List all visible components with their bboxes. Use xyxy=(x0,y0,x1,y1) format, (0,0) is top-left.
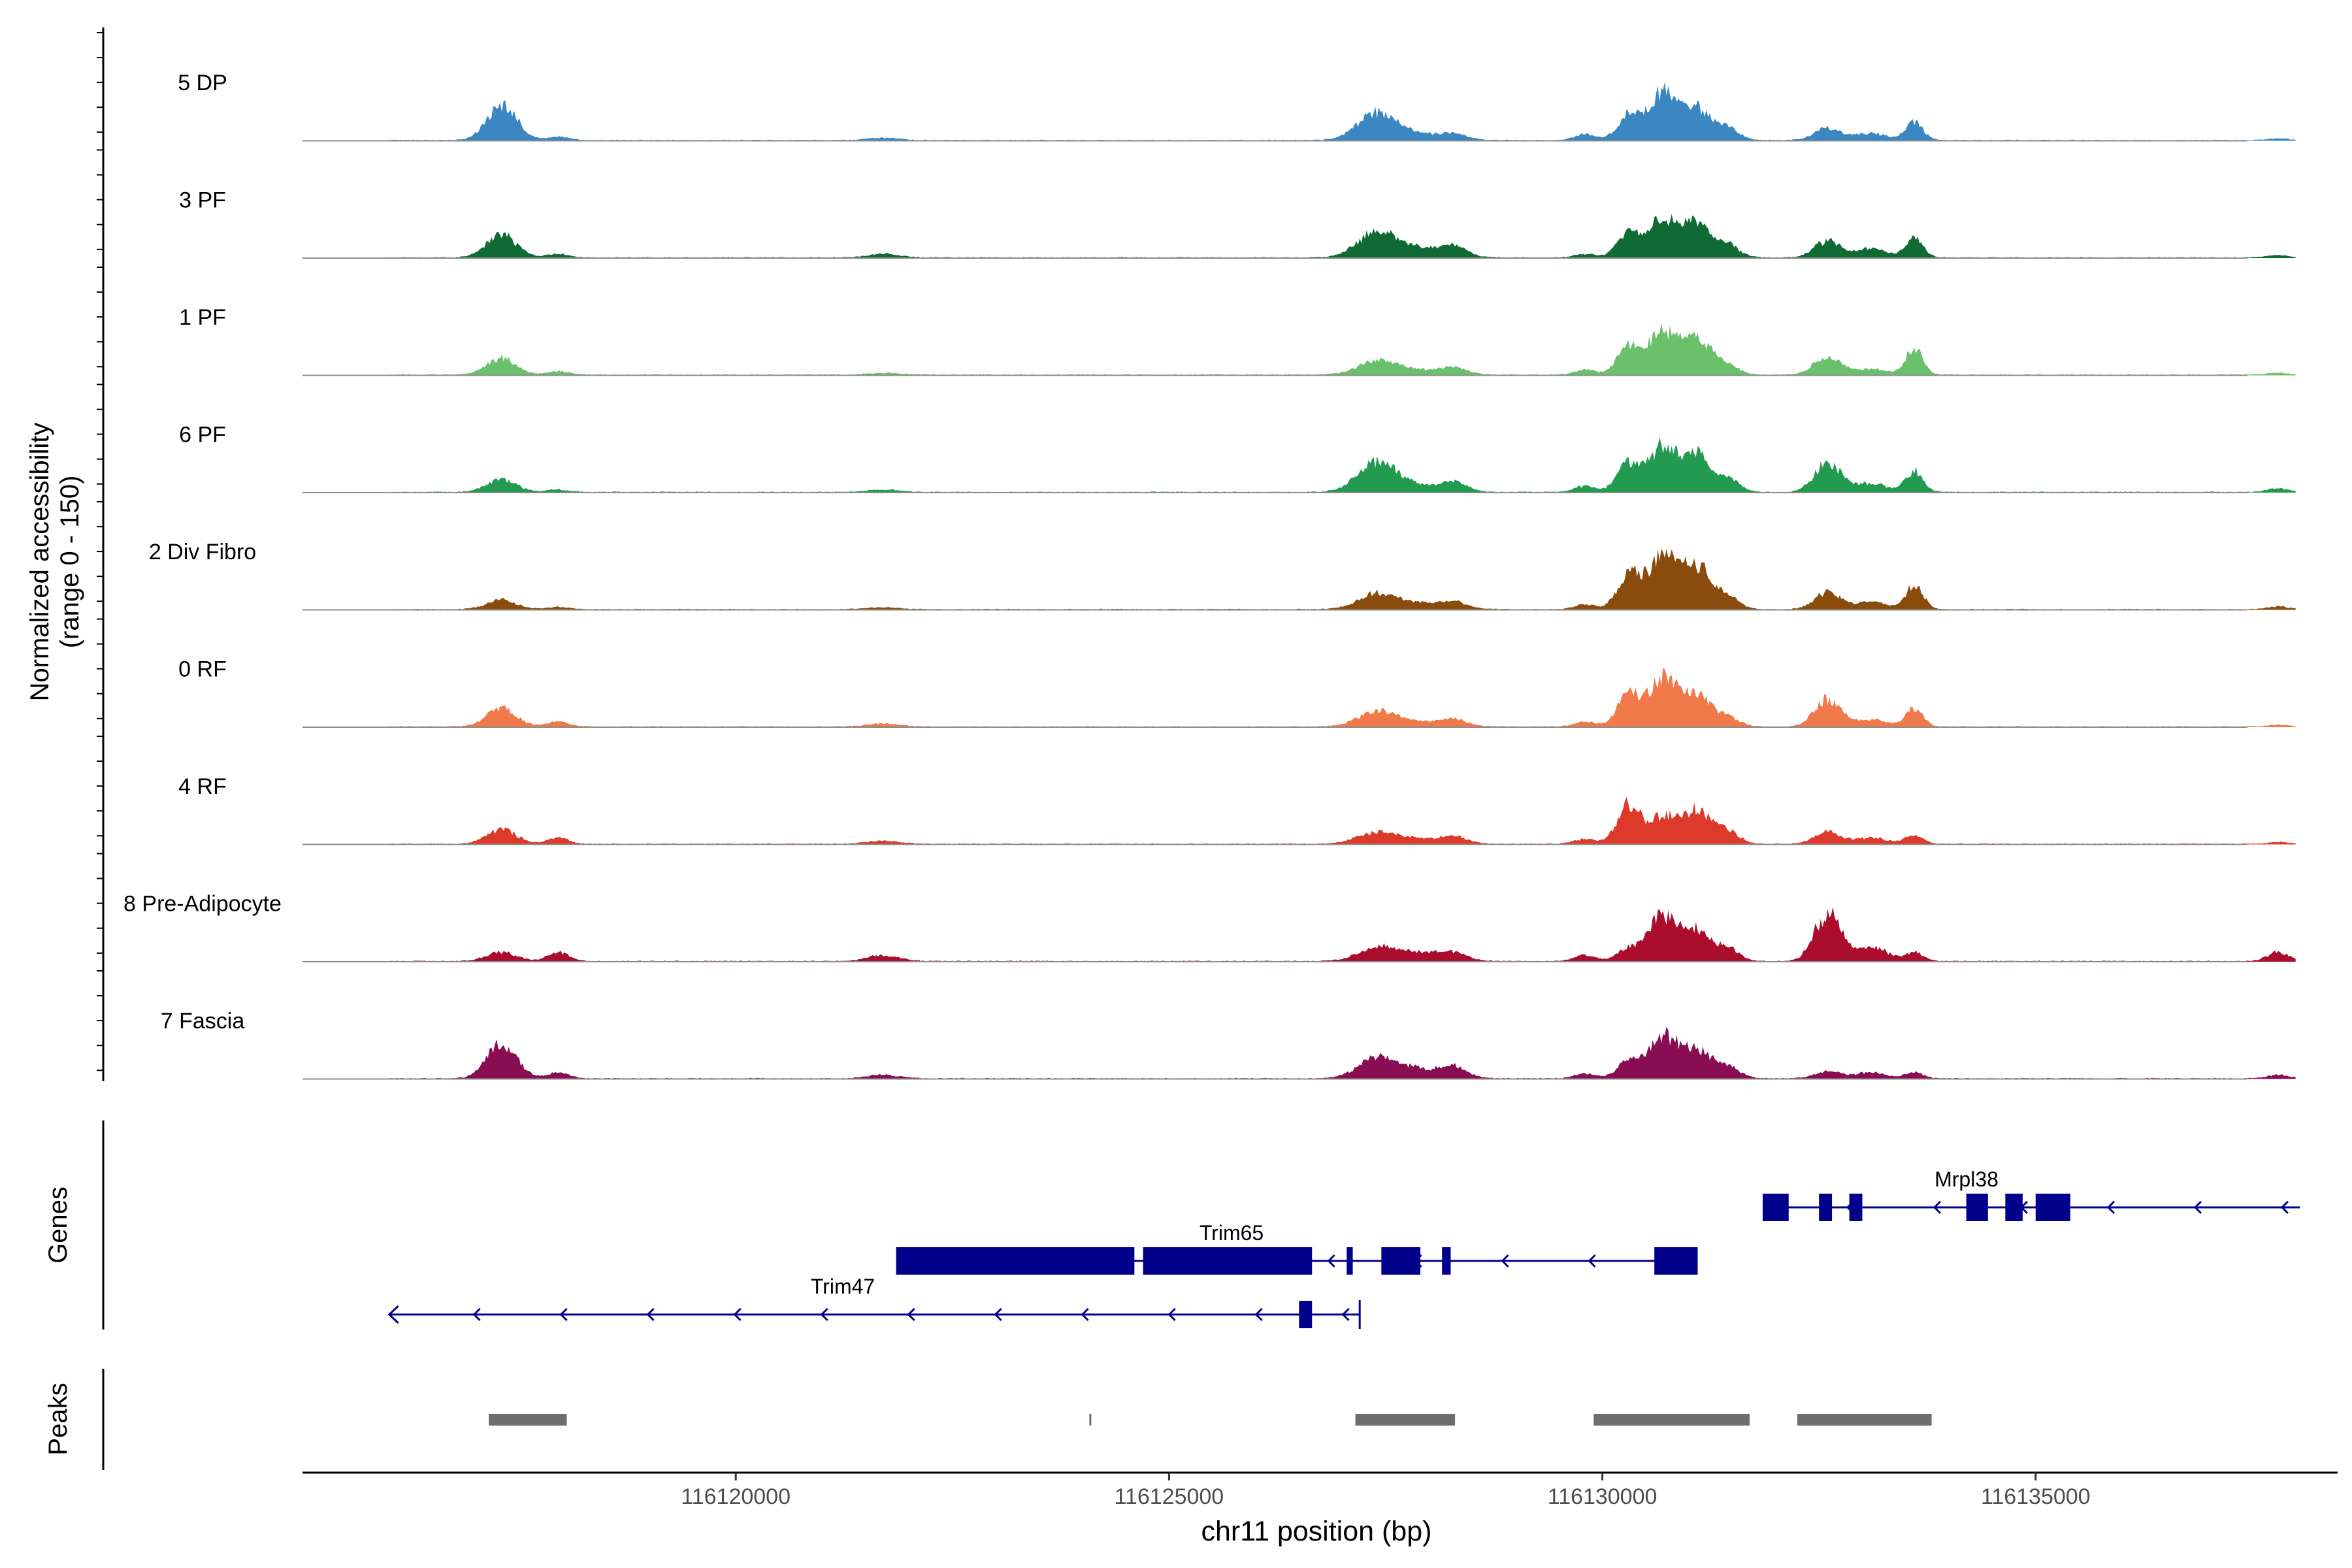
gene-label-0: Mrpl38 xyxy=(1935,1168,1999,1191)
coverage-tracks xyxy=(302,82,2296,1080)
coverage-area-6 xyxy=(389,797,2296,845)
exon-2-0 xyxy=(1299,1301,1313,1328)
strand-arrow-1 xyxy=(1327,1254,1335,1268)
track-label-7: 8 Pre-Adipocyte xyxy=(123,892,282,917)
y-axis-title-line2: (range 0 - 150) xyxy=(56,476,84,649)
x-axis-title: chr11 position (bp) xyxy=(1201,1516,1432,1547)
track-label-2: 1 PF xyxy=(179,305,226,330)
peaks-axis-label: Peaks xyxy=(44,1382,73,1455)
gene-label-2: Trim47 xyxy=(811,1275,875,1298)
coverage-area-1 xyxy=(389,214,2296,258)
y-axis-title-line1: Normalized accessibility xyxy=(25,423,54,702)
x-tick-label-2: 116130000 xyxy=(1548,1484,1658,1509)
genes-panel: Mrpl38 Trim65 Trim47 xyxy=(387,1168,2300,1329)
coverage-area-7 xyxy=(389,907,2296,962)
strand-arrow-2 xyxy=(1341,1307,1350,1322)
peaks-panel xyxy=(489,1414,1932,1426)
exon-0-2 xyxy=(1849,1194,1863,1221)
strand-arrow-2 xyxy=(733,1307,742,1322)
track-label-6: 4 RF xyxy=(178,774,227,799)
strand-arrow-1 xyxy=(1588,1254,1596,1268)
strand-arrow-2 xyxy=(472,1307,481,1322)
strand-arrow-2 xyxy=(1168,1307,1176,1322)
track-labels: 5 DP 3 PF 1 PF 6 PF 2 Div Fibro 0 RF 4 RF 8 Pre… xyxy=(123,71,282,1034)
exon-0-0 xyxy=(1762,1194,1789,1221)
track-label-8: 7 Fascia xyxy=(161,1009,245,1034)
exon-1-5 xyxy=(1654,1247,1698,1275)
exon-0-4 xyxy=(2005,1194,2023,1221)
coverage-area-5 xyxy=(389,668,2296,727)
x-tick-label-3: 116135000 xyxy=(1981,1484,2091,1509)
coverage-area-8 xyxy=(389,1026,2296,1079)
strand-arrow-2 xyxy=(907,1307,915,1322)
accessibility-axis xyxy=(97,27,105,1081)
strand-arrow-2 xyxy=(994,1307,1002,1322)
exon-1-3 xyxy=(1381,1247,1421,1275)
peak-region-3 xyxy=(1593,1414,1750,1426)
exon-1-4 xyxy=(1442,1247,1451,1275)
genes-axis-label: Genes xyxy=(44,1186,73,1264)
gene-start-arrow xyxy=(387,1305,399,1324)
strand-arrow-2 xyxy=(559,1307,568,1322)
strand-arrow-0 xyxy=(2280,1200,2289,1215)
coverage-area-3 xyxy=(389,437,2296,493)
peak-region-4 xyxy=(1797,1414,1932,1426)
track-label-5: 0 RF xyxy=(178,657,227,682)
track-label-4: 2 Div Fibro xyxy=(149,540,256,564)
coverage-area-2 xyxy=(389,323,2296,376)
strand-arrow-0 xyxy=(2193,1200,2202,1215)
track-label-0: 5 DP xyxy=(178,71,227,95)
strand-arrow-0 xyxy=(2106,1200,2115,1215)
gene-label-1: Trim65 xyxy=(1200,1221,1264,1245)
strand-arrow-2 xyxy=(646,1307,655,1322)
peak-region-2 xyxy=(1355,1414,1456,1426)
strand-arrow-2 xyxy=(820,1307,828,1322)
peak-region-1 xyxy=(1089,1414,1092,1426)
strand-arrow-2 xyxy=(1254,1307,1263,1322)
coverage-area-0 xyxy=(389,82,2296,141)
strand-arrow-0 xyxy=(1933,1200,1942,1215)
strand-arrow-1 xyxy=(1501,1254,1509,1268)
x-tick-label-1: 116125000 xyxy=(1115,1484,1224,1509)
coverage-area-4 xyxy=(389,548,2296,610)
track-label-1: 3 PF xyxy=(179,188,226,213)
peak-region-0 xyxy=(489,1414,567,1426)
exon-1-2 xyxy=(1347,1247,1353,1275)
exon-0-3 xyxy=(1966,1194,1988,1221)
position-axis: 116120000 116125000 116130000 116135000 xyxy=(302,1471,2338,1509)
strand-arrow-2 xyxy=(1081,1307,1089,1322)
x-tick-label-0: 116120000 xyxy=(681,1484,791,1509)
exon-1-0 xyxy=(896,1247,1135,1275)
exon-0-1 xyxy=(1819,1194,1833,1221)
exon-1-1 xyxy=(1143,1247,1313,1275)
track-label-3: 6 PF xyxy=(179,423,226,448)
exon-0-5 xyxy=(2035,1194,2070,1221)
